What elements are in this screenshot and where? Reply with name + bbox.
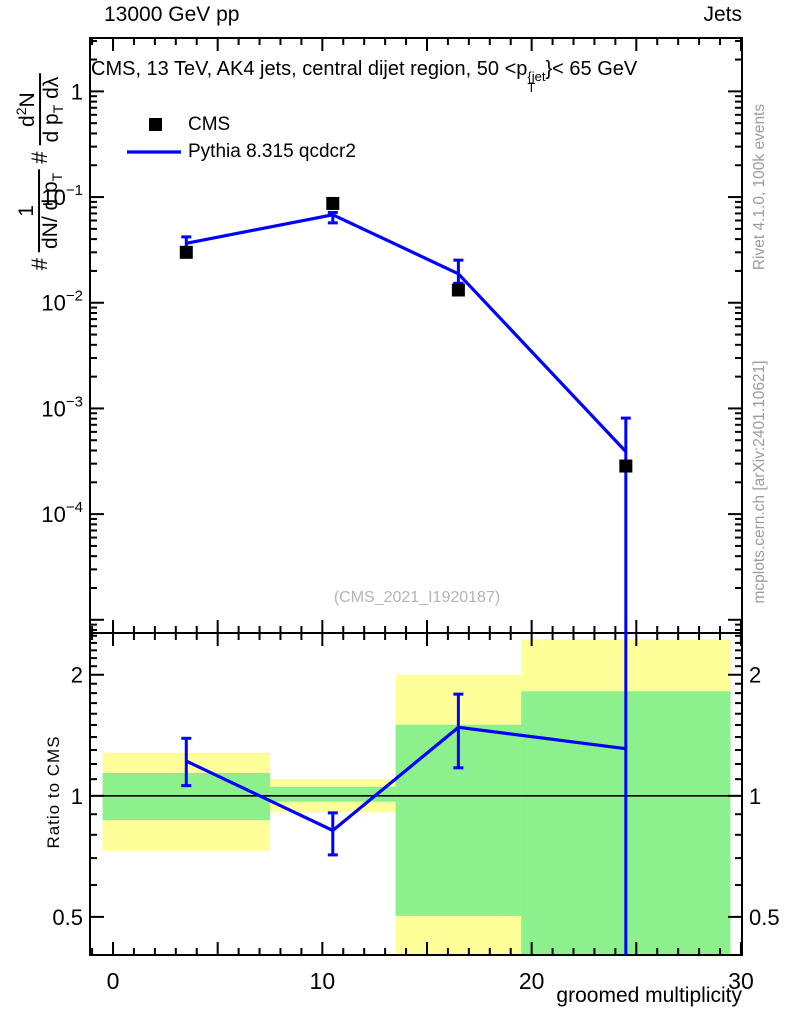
analysis-group-label: Jets [703, 3, 742, 26]
svg-text:10−4: 10−4 [41, 499, 83, 527]
main-y-axis-ticks [90, 39, 742, 632]
svg-text:0.5: 0.5 [52, 905, 83, 930]
x-tick-labels: 0 10 20 30 [107, 968, 754, 994]
svg-text:10−1: 10−1 [41, 182, 83, 210]
svg-text:10−3: 10−3 [41, 393, 83, 421]
svg-text:20: 20 [519, 968, 545, 994]
formula-hash-2: # [26, 151, 52, 164]
ratio-y-tick-labels: 0.5 0.5 1 1 2 2 [52, 663, 779, 930]
plot-title-post: }< 65 GeV [545, 58, 638, 80]
svg-text:0.5: 0.5 [749, 905, 780, 930]
collider-energy-label: 13000 GeV pp [104, 3, 240, 26]
svg-text:1: 1 [749, 784, 761, 809]
main-y-tick-labels: 1 10−1 10−2 10−3 10−4 [41, 79, 83, 527]
mc-line-ratio [181, 633, 628, 955]
ratio-uncertainty-bands [102, 639, 731, 955]
legend-label-mc: Pythia 8.315 qcdcr2 [188, 141, 356, 162]
cms-data-markers [179, 196, 633, 473]
svg-text:1: 1 [71, 784, 83, 809]
plot-title-sub: T [527, 80, 536, 95]
svg-text:30: 30 [728, 968, 754, 994]
x-axis-ticks [91, 38, 742, 955]
svg-text:2: 2 [749, 663, 761, 688]
ratio-y-axis-label: Ratio to CMS [44, 735, 63, 849]
svg-text:0: 0 [107, 968, 120, 994]
plot-title-sup: {jet [527, 69, 546, 84]
x-axis-label: groomed multiplicity [556, 984, 742, 1007]
legend-markers [127, 118, 181, 154]
legend-label-cms: CMS [188, 114, 231, 135]
mc-line-main [181, 210, 631, 633]
svg-text:10−2: 10−2 [41, 288, 83, 316]
ratio-y-axis-ticks [90, 634, 742, 918]
plot-title-pre: CMS, 13 TeV, AK4 jets, central dijet reg… [91, 58, 528, 80]
analysis-id-watermark: (CMS_2021_I1920187) [333, 589, 501, 606]
plot-title: CMS, 13 TeV, AK4 jets, central dijet reg… [91, 58, 638, 95]
plot-title-supsub: {jet T [527, 69, 546, 95]
main-y-axis-label: # 1 dN/ d pT # d2N d pT dλ [13, 73, 66, 271]
svg-text:2: 2 [71, 663, 83, 688]
mcplots-source-note: mcplots.cern.ch [arXiv:2401.10621] [751, 360, 768, 604]
svg-text:1: 1 [71, 79, 83, 104]
formula-frac-1: 1 dN/ d pT [15, 169, 65, 253]
svg-text:10: 10 [310, 968, 336, 994]
formula-frac-2: d2N d pT dλ [13, 73, 66, 146]
generator-version-note: Rivet 4.1.0, 100k events [751, 103, 768, 271]
formula-hash-1: # [26, 258, 52, 271]
